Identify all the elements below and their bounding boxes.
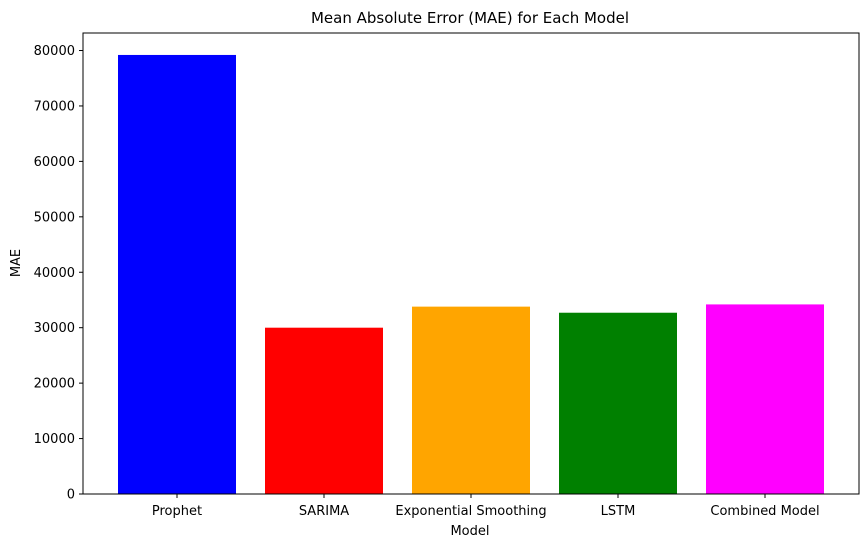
x-axis-label: Model — [450, 524, 489, 539]
bar-sarima — [265, 327, 383, 494]
y-tick-label: 10000 — [34, 432, 75, 447]
x-tick-label: Exponential Smoothing — [395, 504, 546, 519]
y-axis-label: MAE — [9, 249, 24, 277]
x-tick-label: Combined Model — [710, 504, 819, 519]
y-tick-label: 40000 — [34, 266, 75, 281]
bar-prophet — [118, 54, 236, 494]
x-tick-label: LSTM — [601, 504, 636, 519]
x-tick-label: SARIMA — [299, 504, 349, 519]
y-tick-label: 20000 — [34, 377, 75, 392]
bar-exponential-smoothing — [412, 306, 530, 494]
y-tick-label: 60000 — [34, 155, 75, 170]
y-axis-ticks: 0 10000 20000 30000 40000 50000 60000 70000 8000… — [34, 44, 83, 503]
y-tick-label: 80000 — [34, 44, 75, 59]
y-tick-label: 0 — [67, 488, 75, 503]
chart-title: Mean Absolute Error (MAE) for Each Model — [311, 9, 629, 27]
x-tick-label: Prophet — [152, 504, 202, 519]
y-tick-label: 50000 — [34, 210, 75, 225]
bar-combined-model — [706, 304, 824, 494]
bars-group — [118, 54, 824, 494]
y-tick-label: 30000 — [34, 321, 75, 336]
x-axis-ticks: Prophet SARIMA Exponential Smoothing LSTM Co… — [152, 494, 820, 519]
bar-lstm — [559, 312, 677, 494]
y-tick-label: 70000 — [34, 99, 75, 114]
